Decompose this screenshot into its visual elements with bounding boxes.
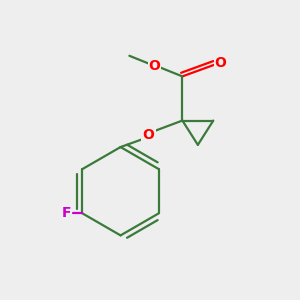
- Text: F: F: [61, 206, 71, 220]
- Text: O: O: [148, 59, 160, 73]
- Text: O: O: [142, 128, 154, 142]
- Text: O: O: [215, 56, 226, 70]
